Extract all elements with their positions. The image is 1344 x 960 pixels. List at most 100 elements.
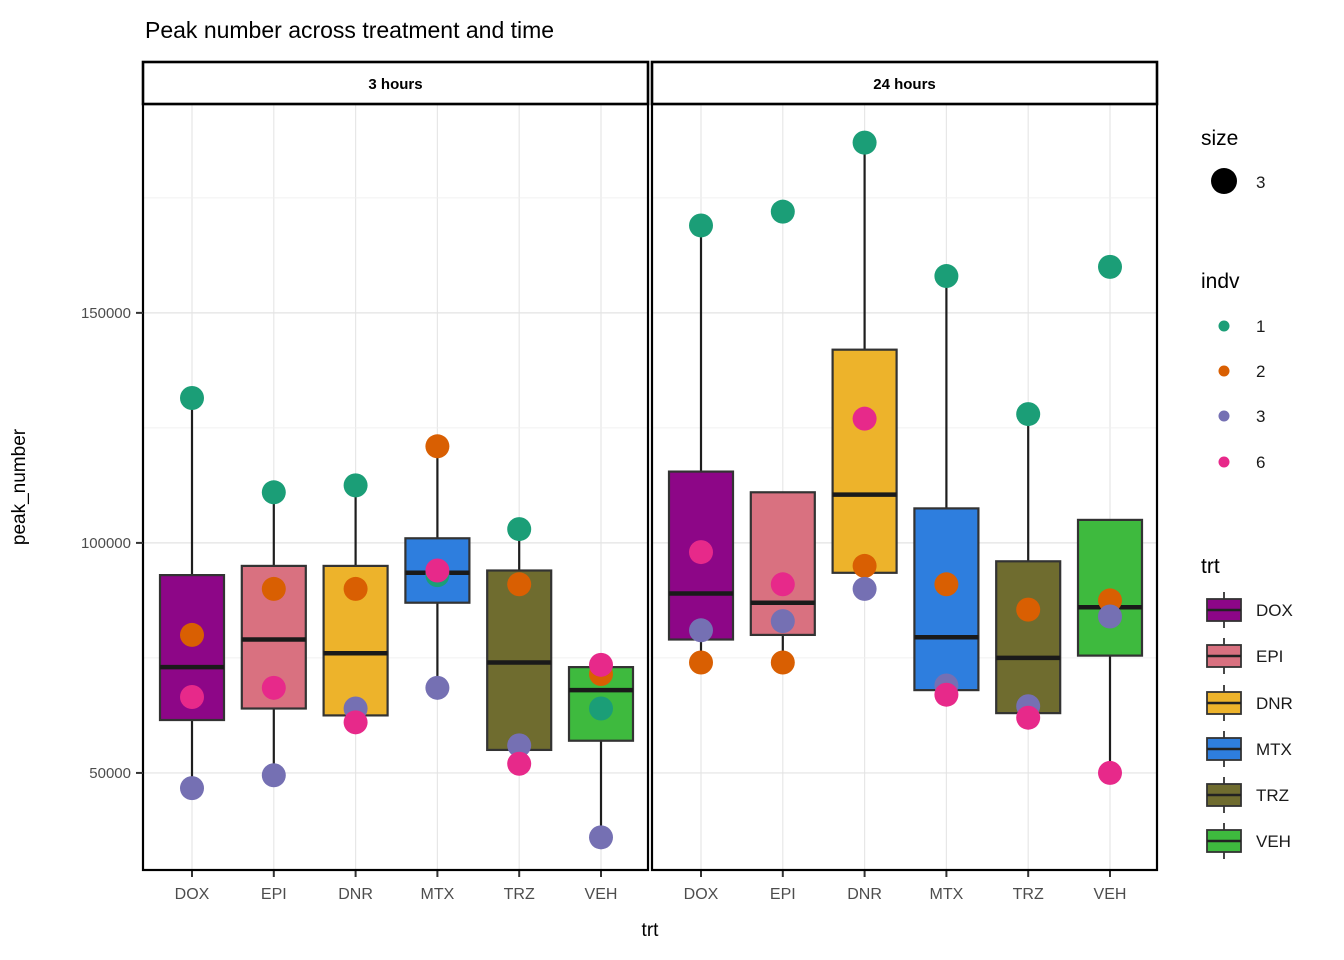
point-indv-2	[261, 576, 286, 601]
boxplot-24-hours-dnr	[831, 130, 898, 601]
boxplot-24-hours-dox	[667, 213, 735, 675]
boxplot-24-hours-mtx	[913, 264, 980, 707]
legend-trt-label: DOX	[1256, 601, 1293, 620]
x-tick-label: DOX	[175, 886, 210, 903]
x-tick-label: VEH	[585, 886, 618, 903]
point-indv-3	[261, 763, 286, 788]
point-indv-6	[689, 540, 713, 565]
panel-background	[143, 104, 648, 870]
legend-size-title: size	[1201, 127, 1238, 150]
facet-panel-3-hours: DOX EPI DNR MTX TRZ VEH 3 hours	[141, 60, 650, 903]
point-indv-1	[589, 696, 613, 721]
x-tick-label: DNR	[338, 886, 373, 903]
point-indv-6	[589, 652, 613, 677]
point-indv-6	[1016, 705, 1041, 730]
legend-indv-label: 1	[1256, 317, 1265, 336]
boxplot-24-hours-trz	[995, 402, 1062, 730]
point-indv-1	[770, 199, 795, 224]
box	[995, 560, 1062, 715]
legend-trt-key-dnr	[1206, 685, 1242, 721]
point-indv-6	[934, 682, 959, 707]
legend-indv-label: 6	[1256, 453, 1265, 472]
facet-panel-24-hours: DOX EPI DNR MTX TRZ VEH 24 hours	[650, 60, 1159, 903]
box	[1076, 518, 1144, 657]
legend-trt-key-epi	[1206, 638, 1242, 674]
legend-indv-key-dot	[1218, 410, 1230, 422]
point-indv-3	[770, 609, 795, 634]
legend-trt-label: MTX	[1256, 740, 1292, 759]
box	[486, 569, 553, 752]
point-indv-6	[425, 558, 450, 583]
x-tick-label: DOX	[684, 886, 719, 903]
box	[831, 348, 898, 574]
x-tick-label: EPI	[261, 886, 287, 903]
point-indv-6	[770, 572, 795, 597]
x-tick-label: VEH	[1094, 886, 1127, 903]
legend-indv-key-dot	[1218, 456, 1230, 468]
legend-trt-title: trt	[1201, 555, 1220, 578]
point-indv-6	[507, 751, 532, 776]
point-indv-2	[343, 576, 368, 601]
chart-title: Peak number across treatment and time	[145, 17, 554, 43]
legend-trt-key-mtx	[1206, 731, 1242, 767]
point-indv-1	[852, 130, 877, 155]
legend-indv-key-dot	[1218, 320, 1230, 332]
point-indv-1	[180, 385, 204, 410]
point-indv-2	[425, 434, 450, 459]
x-tick-label: MTX	[930, 886, 964, 903]
x-tick-label: DNR	[847, 886, 882, 903]
point-indv-3	[1098, 604, 1122, 629]
x-tick-label: EPI	[770, 886, 796, 903]
x-tick-label: MTX	[421, 886, 455, 903]
y-axis-title: peak_number	[9, 428, 30, 545]
point-indv-2	[180, 622, 204, 647]
legend-indv-title: indv	[1201, 270, 1240, 293]
point-indv-2	[1016, 597, 1041, 622]
boxplot-3-hours-veh	[567, 652, 635, 850]
point-indv-2	[852, 553, 877, 578]
point-indv-2	[507, 572, 532, 597]
legend-trt-label: VEH	[1256, 832, 1291, 851]
x-axis-title: trt	[642, 920, 660, 941]
point-indv-1	[343, 473, 368, 498]
point-indv-3	[589, 825, 613, 850]
legend: size indv trt 3 1 2 3 6 DOX EPI DNR MTX TRZ VEH	[1201, 127, 1293, 859]
point-indv-3	[852, 576, 877, 601]
y-tick-label: 100000	[81, 535, 131, 552]
point-indv-2	[934, 572, 959, 597]
point-indv-6	[261, 675, 286, 700]
boxplot-3-hours-trz	[486, 517, 553, 776]
legend-indv-key-dot	[1218, 365, 1230, 377]
x-tick-label: TRZ	[1013, 886, 1044, 903]
facet-strip-3-hours	[141, 60, 650, 106]
facet-strip-label: 3 hours	[368, 76, 422, 93]
legend-trt-key-veh	[1206, 823, 1242, 859]
legend-trt-label: DNR	[1256, 694, 1293, 713]
point-indv-1	[261, 480, 286, 505]
legend-indv-label: 2	[1256, 362, 1265, 381]
panel-background	[652, 104, 1157, 870]
boxplot-3-hours-epi	[240, 480, 307, 788]
plot-area: DOX EPI DNR MTX TRZ VEH 3 hours DOX EPI DNR MTX TRZ…	[81, 60, 1159, 903]
boxplot-24-hours-epi	[749, 199, 816, 675]
point-indv-3	[180, 776, 204, 801]
boxplot-24-hours-veh	[1076, 254, 1144, 785]
point-indv-1	[507, 517, 532, 542]
point-indv-1	[934, 264, 959, 289]
legend-trt-label: EPI	[1256, 647, 1283, 666]
legend-trt-key-trz	[1206, 777, 1242, 813]
y-tick-label: 150000	[81, 305, 131, 322]
boxplot-3-hours-mtx	[404, 434, 471, 700]
legend-trt-key-dox	[1206, 592, 1242, 628]
point-indv-3	[689, 618, 713, 643]
legend-size-key-dot	[1211, 168, 1237, 194]
point-indv-2	[770, 650, 795, 675]
facet-strip-label: 24 hours	[873, 76, 936, 93]
legend-indv-label: 3	[1256, 407, 1265, 426]
point-indv-6	[180, 685, 204, 710]
boxplot-3-hours-dnr	[322, 473, 389, 735]
box	[913, 507, 980, 692]
point-indv-1	[1016, 402, 1041, 427]
